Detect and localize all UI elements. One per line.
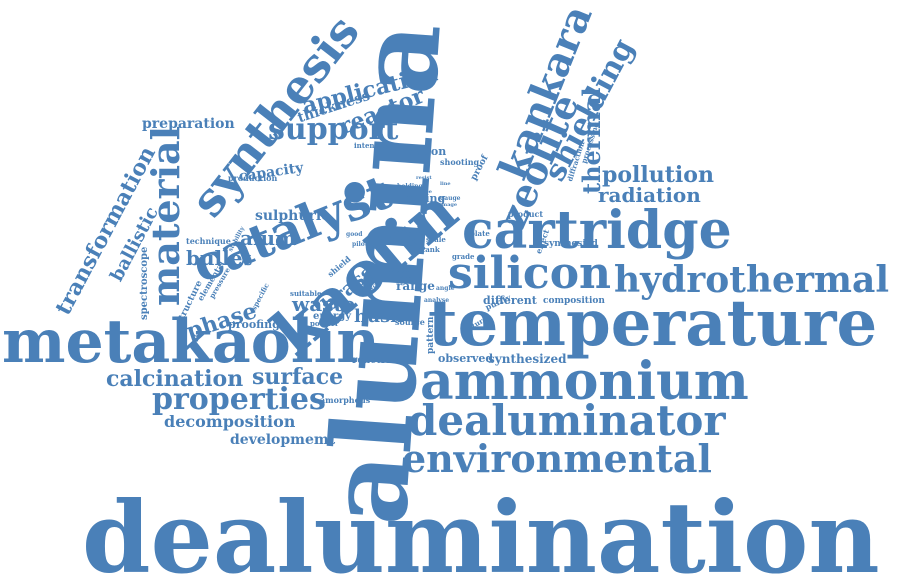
- word-tank: tank: [422, 245, 440, 254]
- word-decomposition: decomposition: [164, 412, 296, 431]
- word-suitable: suitable: [290, 289, 322, 298]
- word-ray: ray: [398, 236, 416, 247]
- word-different: different: [483, 294, 537, 307]
- word-alum: alum: [240, 226, 297, 250]
- word-energy: energy: [313, 311, 352, 322]
- word-angle: angle: [436, 285, 455, 292]
- word-type: type: [420, 189, 432, 195]
- word-dealumination: dealumination: [82, 481, 880, 576]
- word-range: range: [396, 279, 435, 293]
- word-gauge: gauge: [440, 195, 461, 202]
- word-sulphuric: sulphuric: [255, 208, 330, 224]
- word-production: production: [228, 173, 278, 183]
- word-support: support: [268, 112, 399, 147]
- word-cartridge: cartridge: [462, 200, 732, 261]
- word-study: study: [398, 226, 426, 236]
- word-temperature: temperature: [428, 286, 878, 361]
- word-ammonium: ammonium: [420, 351, 749, 412]
- word-husk: husk: [354, 306, 403, 327]
- word-preparation: preparation: [142, 116, 235, 132]
- word-image: image: [440, 202, 458, 208]
- word-good: good: [346, 231, 363, 238]
- word-reaction: reaction: [352, 355, 399, 366]
- word-pattern: pattern: [426, 316, 436, 354]
- word-properties: properties: [152, 382, 326, 417]
- word-source: source: [395, 317, 425, 327]
- word-scale: scale: [426, 235, 446, 244]
- word-pollution: pollution: [602, 162, 714, 188]
- word-synthesized: synthesized: [488, 352, 567, 366]
- word-composition: composition: [543, 296, 605, 306]
- word-holding: holding: [397, 183, 423, 190]
- word-resist: resist: [416, 175, 432, 181]
- word-observed: observed: [438, 352, 494, 365]
- word-calcination: calcination: [106, 366, 244, 392]
- word-waste: waste: [292, 292, 356, 316]
- word-rice: rice: [385, 267, 413, 282]
- word-hydrothermal: hydrothermal: [614, 259, 890, 301]
- word-powder: powder: [310, 319, 339, 328]
- word-environmental: environmental: [402, 436, 712, 481]
- word-formation: formation: [385, 145, 447, 158]
- word-technique: technique: [186, 236, 231, 246]
- word-silicon: silicon: [448, 248, 612, 299]
- word-pilot: pilot: [352, 241, 368, 248]
- word-intensity: intensity: [354, 141, 389, 150]
- word-synthesied: synthesied: [544, 239, 598, 249]
- word-proofing: proofing: [228, 318, 280, 331]
- word-plate: plate: [470, 229, 490, 238]
- word-grade: grade: [452, 252, 475, 261]
- word-mixing: mixing: [403, 192, 446, 205]
- word-unit: unit: [366, 235, 385, 245]
- word-analyse: analyse: [424, 297, 450, 304]
- word-surface: surface: [252, 364, 344, 390]
- word-line: line: [440, 181, 451, 187]
- word-shooting: shooting: [440, 157, 480, 167]
- word-amorphous: amorphous: [320, 395, 371, 405]
- word-metakaolin: metakaolin: [2, 307, 380, 377]
- word-radiation: radiation: [598, 183, 701, 207]
- word-dealuminator: dealuminator: [408, 396, 726, 445]
- word-product: product: [508, 209, 544, 219]
- word-spectroscope: spectroscope: [139, 246, 150, 320]
- word-developmemt: developmemt: [230, 432, 336, 448]
- word-bullet: bullet: [186, 246, 252, 270]
